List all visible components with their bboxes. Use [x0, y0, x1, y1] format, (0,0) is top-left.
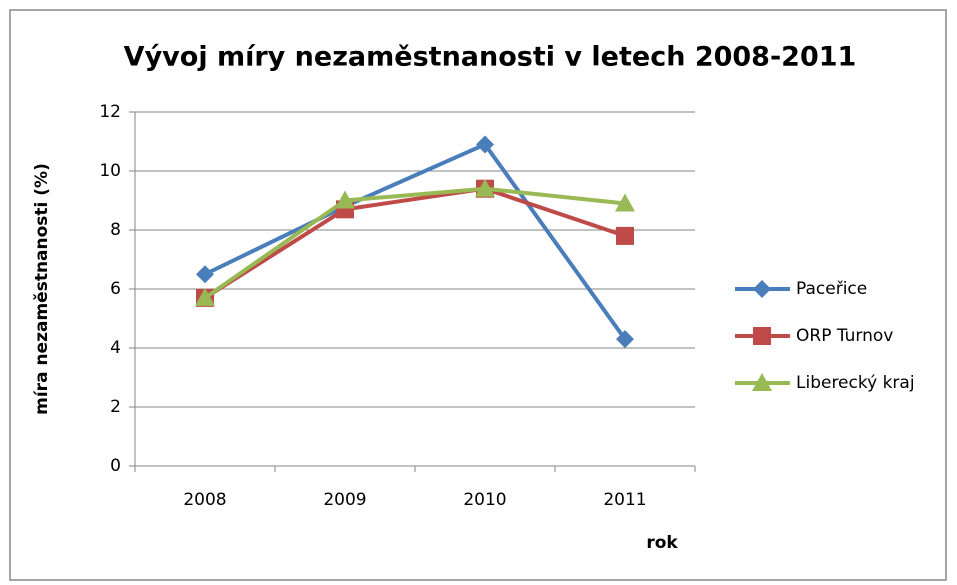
- marker: [196, 265, 214, 284]
- series-line: [203, 186, 626, 300]
- chart-frame: [9, 9, 947, 581]
- y-tick-label: 12: [99, 102, 121, 122]
- legend-label: Paceřice: [796, 279, 867, 299]
- y-tick-label: 8: [110, 220, 121, 240]
- legend-marker: [752, 373, 772, 391]
- marker: [195, 287, 215, 306]
- y-tick-label: 4: [110, 338, 121, 358]
- legend-marker: [753, 327, 771, 345]
- marker: [476, 135, 494, 154]
- chart-title: Vývoj míry nezaměstnanosti v letech 2008…: [124, 42, 857, 73]
- marker: [335, 190, 355, 209]
- marker: [616, 330, 634, 349]
- legend-label: Liberecký kraj: [796, 373, 915, 393]
- x-tick-label: 2009: [323, 490, 366, 510]
- y-tick-label: 2: [110, 397, 121, 417]
- marker: [616, 226, 634, 245]
- series-line: [203, 186, 626, 300]
- x-tick-label: 2008: [183, 490, 226, 510]
- series-line: [204, 142, 627, 341]
- y-tick-label: 10: [99, 161, 121, 181]
- legend-label: ORP Turnov: [796, 326, 893, 346]
- y-tick-label: 0: [110, 456, 121, 476]
- legend-marker: [753, 280, 771, 298]
- y-tick-label: 6: [110, 279, 121, 299]
- y-axis-label: míra nezaměstnanosti (%): [32, 163, 52, 415]
- x-tick-label: 2011: [603, 490, 646, 510]
- x-tick-label: 2010: [463, 490, 506, 510]
- x-axis-label: rok: [646, 533, 678, 553]
- marker: [475, 178, 495, 197]
- marker: [615, 193, 635, 212]
